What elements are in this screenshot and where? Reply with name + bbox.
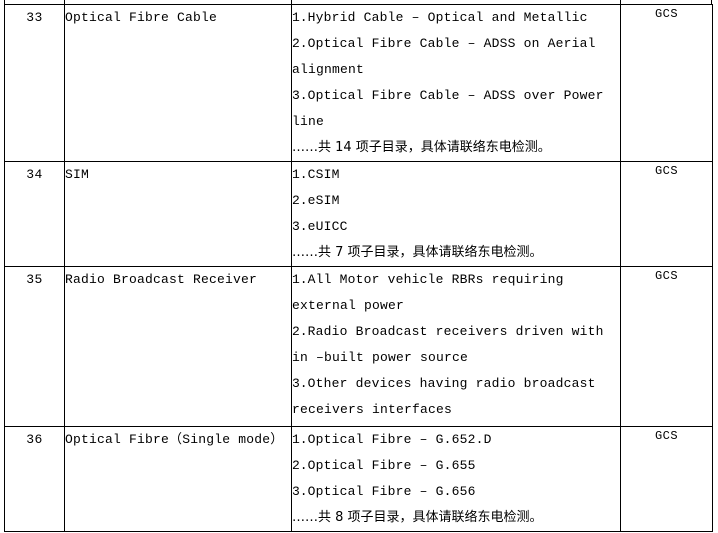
product-name-cell: SIM bbox=[64, 161, 292, 267]
sub-items-note: ……共 8 项子目录，具体请联络东电检测。 bbox=[292, 510, 543, 525]
sub-item: 2.Optical Fibre – G.655 bbox=[292, 453, 620, 479]
sub-items-cell: 1.Optical Fibre – G.652.D 2.Optical Fibr… bbox=[291, 426, 621, 532]
product-certification-table: 33 Optical Fibre Cable 1.Hybrid Cable – … bbox=[4, 4, 713, 532]
row-number-cell: 33 bbox=[4, 4, 65, 162]
table-row: 35 Radio Broadcast Receiver 1.All Motor … bbox=[4, 266, 713, 427]
sub-item: 2.Radio Broadcast receivers driven with … bbox=[292, 319, 620, 371]
table-row: 33 Optical Fibre Cable 1.Hybrid Cable – … bbox=[4, 4, 713, 162]
sub-item-number: 2. bbox=[292, 36, 308, 51]
table-row: 34 SIM 1.CSIM 2.eSIM 3.eUICC ……共 7 项子目录，… bbox=[4, 161, 713, 267]
sub-item-number: 3. bbox=[292, 484, 308, 499]
product-name-cell: Optical Fibre（Single mode） bbox=[64, 426, 292, 532]
sub-item-number: 1. bbox=[292, 272, 308, 287]
table-row: 36 Optical Fibre（Single mode） 1.Optical … bbox=[4, 426, 713, 532]
sub-item-number: 1. bbox=[292, 432, 308, 447]
sub-item-number: 3. bbox=[292, 88, 308, 103]
certification-body-cell: GCS bbox=[620, 4, 713, 162]
sub-item: 3.Optical Fibre – G.656 bbox=[292, 479, 620, 505]
sub-item-number: 1. bbox=[292, 167, 308, 182]
sub-item-text: Optical Fibre Cable – ADSS on Aerial ali… bbox=[292, 36, 596, 77]
sub-item-text: eSIM bbox=[307, 193, 340, 208]
sub-item-text: All Motor vehicle RBRs requiring externa… bbox=[292, 272, 564, 313]
sub-item: 3.Optical Fibre Cable – ADSS over Power … bbox=[292, 83, 620, 135]
row-number-cell: 34 bbox=[4, 161, 65, 267]
product-name-cell: Radio Broadcast Receiver bbox=[64, 266, 292, 427]
sub-item-number: 3. bbox=[292, 376, 308, 391]
sub-item-text: Optical Fibre – G.652.D bbox=[307, 432, 492, 447]
sub-item: 1.All Motor vehicle RBRs requiring exter… bbox=[292, 267, 620, 319]
table-top-partial-row bbox=[4, 0, 712, 4]
certification-body-cell: GCS bbox=[620, 266, 713, 427]
row-number-cell: 36 bbox=[4, 426, 65, 532]
sub-item-text: Radio Broadcast receivers driven with in… bbox=[292, 324, 604, 365]
certification-body-cell: GCS bbox=[620, 426, 713, 532]
sub-item: 2.eSIM bbox=[292, 188, 620, 214]
sub-item: 1.Optical Fibre – G.652.D bbox=[292, 427, 620, 453]
sub-item: 3.Other devices having radio broadcast r… bbox=[292, 371, 620, 423]
product-name-cell: Optical Fibre Cable bbox=[64, 4, 292, 162]
sub-item-number: 1. bbox=[292, 10, 308, 25]
sub-item-text: CSIM bbox=[307, 167, 340, 182]
sub-items-note: ……共 7 项子目录，具体请联络东电检测。 bbox=[292, 245, 543, 260]
sub-item-text: Hybrid Cable – Optical and Metallic bbox=[307, 10, 588, 25]
sub-item-number: 2. bbox=[292, 193, 308, 208]
table-gridline bbox=[64, 0, 65, 4]
sub-item: 3.eUICC bbox=[292, 214, 620, 240]
sub-item-text: Optical Fibre – G.656 bbox=[307, 484, 476, 499]
table-gridline bbox=[291, 0, 292, 4]
sub-item-text: Optical Fibre – G.655 bbox=[307, 458, 476, 473]
sub-item-text: eUICC bbox=[307, 219, 348, 234]
certification-body-cell: GCS bbox=[620, 161, 713, 267]
sub-item: 1.Hybrid Cable – Optical and Metallic bbox=[292, 5, 620, 31]
sub-item-number: 3. bbox=[292, 219, 308, 234]
table-gridline bbox=[620, 0, 621, 4]
sub-item-number: 2. bbox=[292, 458, 308, 473]
sub-item: 2.Optical Fibre Cable – ADSS on Aerial a… bbox=[292, 31, 620, 83]
row-number-cell: 35 bbox=[4, 266, 65, 427]
sub-items-cell: 1.All Motor vehicle RBRs requiring exter… bbox=[291, 266, 621, 427]
sub-item-text: Other devices having radio broadcast rec… bbox=[292, 376, 596, 417]
sub-item-text: Optical Fibre Cable – ADSS over Power li… bbox=[292, 88, 604, 129]
sub-items-cell: 1.CSIM 2.eSIM 3.eUICC ……共 7 项子目录，具体请联络东电… bbox=[291, 161, 621, 267]
sub-items-note: ……共 14 项子目录，具体请联络东电检测。 bbox=[292, 140, 551, 155]
sub-items-cell: 1.Hybrid Cable – Optical and Metallic 2.… bbox=[291, 4, 621, 162]
sub-item-number: 2. bbox=[292, 324, 308, 339]
sub-item: 1.CSIM bbox=[292, 162, 620, 188]
